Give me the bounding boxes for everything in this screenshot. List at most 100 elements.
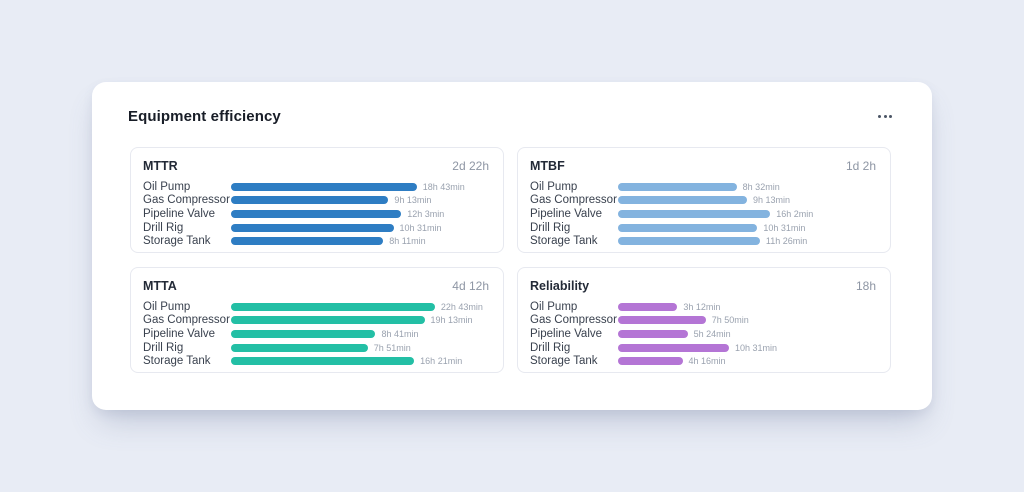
bar-value-label: 16h 21min: [420, 356, 463, 367]
ellipsis-horizontal-icon: [878, 115, 892, 118]
card-menu-button[interactable]: [876, 111, 894, 122]
equipment-efficiency-card: Equipment efficiency MTTR 2d 22h Oil Pum…: [92, 82, 932, 410]
bar: [231, 343, 368, 352]
equipment-label: Pipeline Valve: [143, 327, 216, 340]
equipment-label: Gas Compressor: [530, 314, 617, 327]
bar: [231, 316, 425, 325]
bar-track: 22h 43min: [231, 302, 489, 312]
bar-value-label: 3h 12min: [683, 301, 721, 312]
bar: [231, 302, 435, 311]
equipment-label: Pipeline Valve: [530, 207, 603, 220]
chart-row: Oil Pump 18h 43min: [143, 180, 489, 194]
chart-row: Storage Tank 16h 21min: [143, 354, 489, 368]
card-header: Equipment efficiency: [92, 82, 932, 125]
bar: [231, 182, 417, 191]
bar: [618, 316, 706, 325]
bar-track: 8h 32min: [618, 182, 876, 192]
panels-grid: MTTR 2d 22h Oil Pump 18h 43min Gas Compr…: [130, 147, 891, 373]
bar-value-label: 16h 2min: [776, 208, 814, 219]
panel-summary-value: 4d 12h: [452, 279, 489, 293]
bar-value-label: 5h 24min: [693, 328, 731, 339]
equipment-label: Drill Rig: [530, 341, 571, 354]
bar-track: 5h 24min: [618, 329, 876, 339]
panel-title: MTTA: [143, 279, 177, 293]
equipment-label: Storage Tank: [143, 235, 211, 248]
bar-value-label: 8h 11min: [389, 236, 426, 247]
equipment-label: Storage Tank: [143, 355, 211, 368]
metric-panel-mtta: MTTA 4d 12h Oil Pump 22h 43min Gas Compr…: [130, 267, 504, 373]
equipment-label: Drill Rig: [143, 341, 184, 354]
chart-row: Oil Pump 22h 43min: [143, 300, 489, 314]
panel-rows: Oil Pump 22h 43min Gas Compressor 19h 13…: [143, 300, 489, 368]
panel-header: MTTA 4d 12h: [143, 279, 489, 295]
equipment-label: Gas Compressor: [143, 314, 230, 327]
equipment-label: Storage Tank: [530, 235, 598, 248]
bar-value-label: 9h 13min: [394, 195, 432, 206]
chart-row: Drill Rig 10h 31min: [530, 341, 876, 355]
bar-track: 4h 16min: [618, 356, 876, 366]
equipment-label: Oil Pump: [143, 300, 191, 313]
panel-header: MTTR 2d 22h: [143, 159, 489, 175]
chart-row: Oil Pump 3h 12min: [530, 300, 876, 314]
chart-row: Gas Compressor 9h 13min: [143, 194, 489, 208]
bar: [618, 357, 683, 366]
bar: [618, 237, 760, 246]
chart-row: Storage Tank 11h 26min: [530, 234, 876, 248]
bar-track: 18h 43min: [231, 182, 489, 192]
bar-track: 11h 26min: [618, 236, 876, 246]
bar-value-label: 10h 31min: [763, 222, 806, 233]
metric-panel-reliability: Reliability 18h Oil Pump 3h 12min Gas Co…: [517, 267, 891, 373]
bar-value-label: 19h 13min: [430, 315, 473, 326]
chart-row: Oil Pump 8h 32min: [530, 180, 876, 194]
bar-track: 7h 51min: [231, 343, 489, 353]
bar: [231, 209, 402, 218]
panel-title: Reliability: [530, 279, 590, 293]
bar-track: 12h 3min: [231, 209, 489, 219]
bar-track: 16h 21min: [231, 356, 489, 366]
bar-value-label: 18h 43min: [422, 181, 465, 192]
chart-row: Gas Compressor 9h 13min: [530, 194, 876, 208]
chart-row: Pipeline Valve 8h 41min: [143, 327, 489, 341]
bar: [231, 357, 415, 366]
equipment-label: Pipeline Valve: [143, 207, 216, 220]
chart-row: Storage Tank 4h 16min: [530, 354, 876, 368]
equipment-label: Gas Compressor: [530, 194, 617, 207]
bar-track: 10h 31min: [618, 223, 876, 233]
chart-row: Gas Compressor 7h 50min: [530, 314, 876, 328]
bar-track: 10h 31min: [618, 343, 876, 353]
panel-title: MTBF: [530, 159, 565, 173]
panel-header: MTBF 1d 2h: [530, 159, 876, 175]
bar-track: 7h 50min: [618, 315, 876, 325]
bar: [618, 343, 729, 352]
bar-value-label: 12h 3min: [407, 208, 445, 219]
bar: [618, 209, 771, 218]
metric-panel-mttr: MTTR 2d 22h Oil Pump 18h 43min Gas Compr…: [130, 147, 504, 253]
card-title: Equipment efficiency: [128, 108, 281, 125]
chart-row: Pipeline Valve 5h 24min: [530, 327, 876, 341]
bar-track: 8h 41min: [231, 329, 489, 339]
bar: [618, 329, 688, 338]
equipment-label: Oil Pump: [530, 300, 578, 313]
chart-row: Pipeline Valve 16h 2min: [530, 207, 876, 221]
bar-value-label: 4h 16min: [688, 356, 726, 367]
panel-rows: Oil Pump 3h 12min Gas Compressor 7h 50mi…: [530, 300, 876, 368]
panel-rows: Oil Pump 18h 43min Gas Compressor 9h 13m…: [143, 180, 489, 248]
bar-track: 19h 13min: [231, 315, 489, 325]
chart-row: Drill Rig 10h 31min: [143, 221, 489, 235]
bar: [231, 223, 394, 232]
bar-value-label: 9h 13min: [753, 195, 791, 206]
bar: [618, 196, 747, 205]
panel-title: MTTR: [143, 159, 178, 173]
bar: [231, 196, 389, 205]
bar-track: 10h 31min: [231, 223, 489, 233]
panel-summary-value: 2d 22h: [452, 159, 489, 173]
bar-track: 9h 13min: [231, 195, 489, 205]
bar-value-label: 7h 51min: [373, 342, 411, 353]
bar-value-label: 7h 50min: [711, 315, 749, 326]
panel-summary-value: 1d 2h: [845, 159, 876, 173]
bar-value-label: 8h 32min: [742, 181, 780, 192]
panel-header: Reliability 18h: [530, 279, 876, 295]
chart-row: Storage Tank 8h 11min: [143, 234, 489, 248]
equipment-label: Drill Rig: [143, 221, 184, 234]
